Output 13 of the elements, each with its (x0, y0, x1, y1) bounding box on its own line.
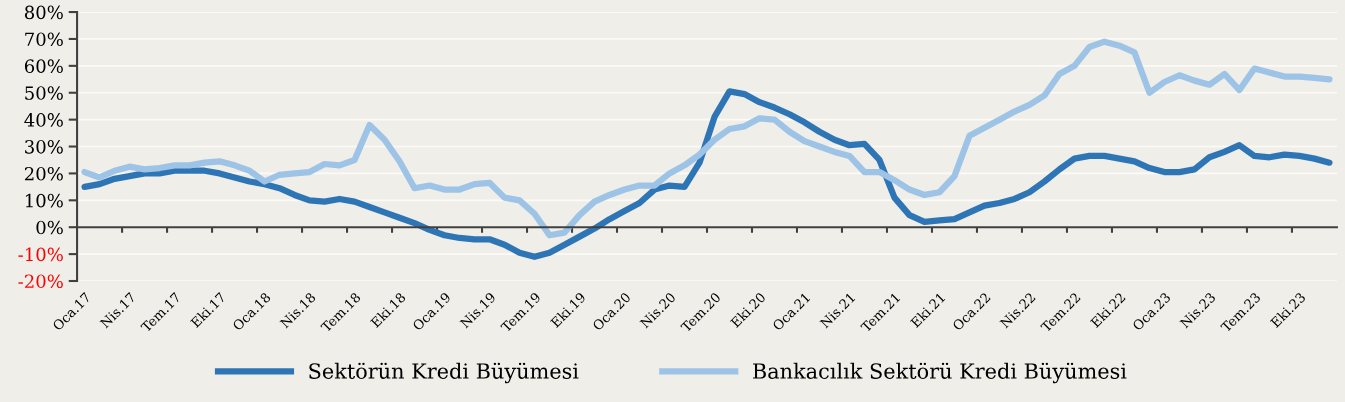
y-tick-label: 80% (24, 5, 63, 20)
legend-label: Sektörün Kredi Büyümesi (309, 362, 579, 384)
y-tick-label: 40% (24, 113, 63, 127)
y-tick-label: 20% (24, 166, 63, 181)
y-tick-label: 10% (25, 193, 63, 208)
y-tick-label: -20% (18, 274, 63, 289)
y-tick-label: 0% (36, 220, 63, 235)
legend-label: Bankacılık Sektörü Kredi Büyümesi (753, 362, 1127, 384)
y-tick-label: 50% (25, 86, 63, 100)
y-tick-label: 70% (25, 32, 63, 47)
y-tick-label: 60% (24, 59, 63, 73)
y-tick-label: -10% (18, 247, 63, 262)
y-tick-label: 30% (25, 139, 63, 154)
